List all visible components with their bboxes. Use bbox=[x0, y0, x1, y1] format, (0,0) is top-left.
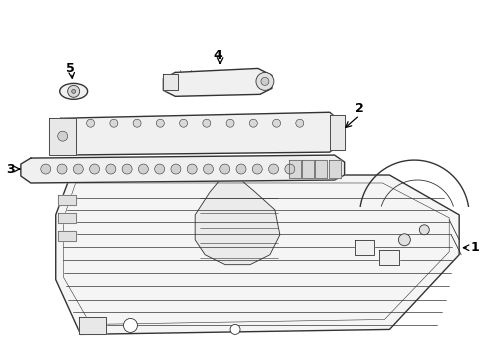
Circle shape bbox=[67, 85, 80, 97]
Polygon shape bbox=[58, 213, 76, 223]
Polygon shape bbox=[49, 118, 76, 155]
Circle shape bbox=[229, 324, 240, 334]
Circle shape bbox=[73, 164, 83, 174]
Circle shape bbox=[249, 119, 257, 127]
Text: 3: 3 bbox=[6, 163, 15, 176]
Polygon shape bbox=[329, 115, 344, 150]
Circle shape bbox=[255, 72, 273, 90]
Circle shape bbox=[272, 119, 280, 127]
Text: 4: 4 bbox=[213, 49, 222, 62]
Circle shape bbox=[179, 119, 187, 127]
Circle shape bbox=[106, 164, 116, 174]
Circle shape bbox=[86, 119, 94, 127]
Circle shape bbox=[156, 119, 164, 127]
Circle shape bbox=[261, 77, 268, 85]
Polygon shape bbox=[79, 318, 105, 334]
Polygon shape bbox=[58, 195, 76, 205]
Circle shape bbox=[123, 319, 137, 332]
Circle shape bbox=[295, 119, 303, 127]
Polygon shape bbox=[56, 175, 458, 334]
Circle shape bbox=[236, 164, 245, 174]
Circle shape bbox=[72, 89, 76, 93]
Polygon shape bbox=[302, 160, 313, 178]
Polygon shape bbox=[379, 250, 399, 265]
Text: 1: 1 bbox=[469, 241, 478, 254]
Circle shape bbox=[133, 119, 141, 127]
Circle shape bbox=[58, 131, 67, 141]
Polygon shape bbox=[58, 231, 76, 241]
Circle shape bbox=[219, 164, 229, 174]
Polygon shape bbox=[288, 160, 300, 178]
Circle shape bbox=[154, 164, 164, 174]
Circle shape bbox=[203, 119, 210, 127]
Circle shape bbox=[268, 164, 278, 174]
Circle shape bbox=[419, 225, 428, 235]
Circle shape bbox=[41, 164, 51, 174]
Circle shape bbox=[252, 164, 262, 174]
Polygon shape bbox=[315, 160, 326, 178]
Circle shape bbox=[171, 164, 181, 174]
Text: 2: 2 bbox=[354, 102, 363, 115]
Ellipse shape bbox=[60, 84, 87, 99]
Polygon shape bbox=[163, 68, 271, 96]
Polygon shape bbox=[328, 160, 340, 178]
Text: 5: 5 bbox=[66, 62, 75, 75]
Polygon shape bbox=[163, 75, 178, 90]
Circle shape bbox=[57, 164, 67, 174]
Circle shape bbox=[225, 119, 234, 127]
Circle shape bbox=[110, 119, 118, 127]
Circle shape bbox=[187, 164, 197, 174]
Polygon shape bbox=[51, 112, 339, 155]
Circle shape bbox=[122, 164, 132, 174]
Circle shape bbox=[285, 164, 294, 174]
Polygon shape bbox=[354, 240, 374, 255]
Circle shape bbox=[89, 164, 100, 174]
Circle shape bbox=[203, 164, 213, 174]
Circle shape bbox=[138, 164, 148, 174]
Circle shape bbox=[398, 234, 409, 246]
Polygon shape bbox=[195, 175, 279, 265]
Polygon shape bbox=[21, 155, 344, 183]
